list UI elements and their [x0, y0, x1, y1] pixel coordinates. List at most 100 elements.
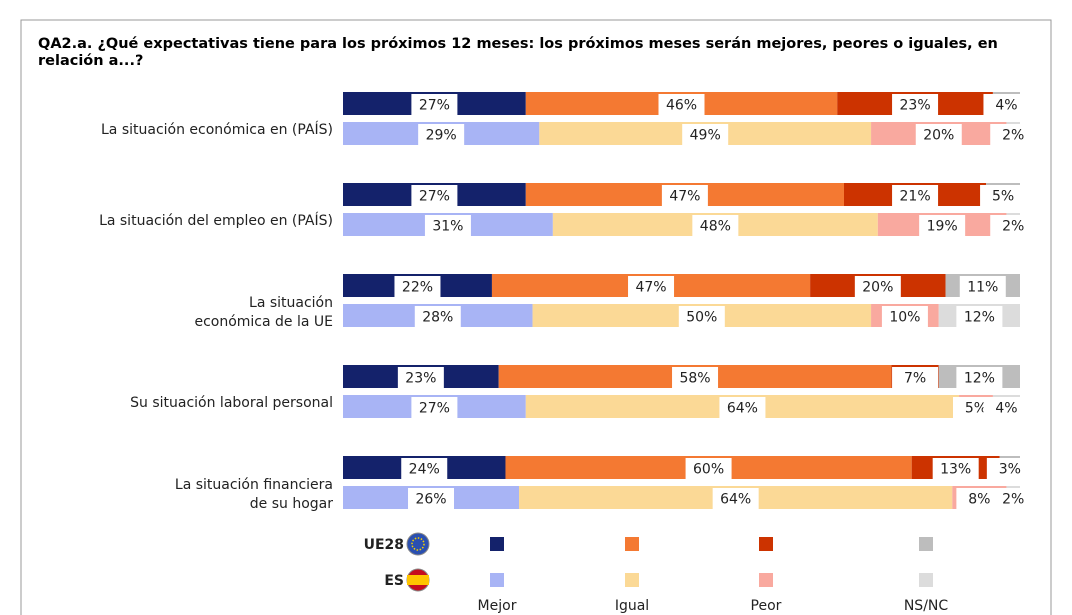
value-label: 11%	[967, 280, 998, 296]
value-label: 3%	[999, 462, 1021, 478]
label-box	[712, 488, 759, 509]
label-box	[408, 488, 455, 509]
label-box	[411, 185, 458, 206]
label-box	[892, 367, 939, 388]
value-label: 26%	[415, 492, 446, 508]
value-label: 2%	[1002, 128, 1024, 144]
category-label: La situación económica en (PAÍS)	[101, 121, 333, 138]
label-box	[932, 458, 979, 479]
label-box	[678, 306, 725, 327]
value-label: 27%	[419, 98, 450, 114]
label-box	[418, 124, 465, 145]
label-box	[401, 458, 448, 479]
label-box	[983, 397, 1030, 418]
value-label: 64%	[720, 492, 751, 508]
label-box	[661, 185, 708, 206]
value-label: 2%	[1002, 492, 1024, 508]
value-label: 19%	[927, 219, 958, 235]
label-box	[959, 276, 1006, 297]
legend-group: UE28	[364, 537, 404, 553]
value-label: 28%	[422, 310, 453, 326]
value-label: 47%	[635, 280, 666, 296]
label-box	[956, 367, 1003, 388]
label-box	[682, 124, 729, 145]
label-box	[915, 124, 962, 145]
flag-es	[406, 568, 430, 592]
value-label: 23%	[900, 98, 931, 114]
value-label: 23%	[405, 371, 436, 387]
value-label: 60%	[693, 462, 724, 478]
value-label: 49%	[690, 128, 721, 144]
label-box	[672, 367, 719, 388]
chart-title: QA2.a. ¿Qué expectativas tiene para los …	[38, 36, 998, 69]
value-label: 29%	[426, 128, 457, 144]
value-label: 48%	[700, 219, 731, 235]
value-label: 22%	[402, 280, 433, 296]
value-label: 12%	[964, 371, 995, 387]
value-label: 5%	[992, 189, 1014, 205]
label-box	[983, 94, 1030, 115]
value-label: 20%	[923, 128, 954, 144]
label-box	[685, 458, 732, 479]
label-box	[411, 94, 458, 115]
category-label: La situación financiera	[175, 477, 333, 493]
label-box	[658, 94, 705, 115]
label-box	[892, 185, 939, 206]
legend-swatch	[759, 537, 773, 551]
legend-swatch	[919, 573, 933, 587]
value-label: 58%	[679, 371, 710, 387]
label-box	[881, 306, 928, 327]
flag-eu	[406, 532, 430, 556]
category-label: La situación	[249, 295, 333, 311]
label-box	[692, 215, 739, 236]
value-label: 21%	[900, 189, 931, 205]
legend-swatch	[625, 537, 639, 551]
legend-label: NS/NC	[904, 598, 949, 614]
legend-swatch	[759, 573, 773, 587]
value-label: 20%	[862, 280, 893, 296]
legend-label: Igual	[615, 598, 649, 614]
frame	[20, 19, 1052, 615]
category-label: La situación del empleo en (PAÍS)	[99, 212, 333, 229]
value-label: 24%	[409, 462, 440, 478]
label-box	[628, 276, 675, 297]
value-label: 4%	[995, 98, 1017, 114]
value-label: 13%	[940, 462, 971, 478]
value-label: 12%	[964, 310, 995, 326]
category-label: económica de la UE	[194, 314, 333, 330]
value-label: 8%	[968, 492, 990, 508]
value-label: 64%	[727, 401, 758, 417]
label-box	[411, 397, 458, 418]
category-label: de su hogar	[250, 496, 333, 512]
value-label: 5%	[965, 401, 987, 417]
value-label: 10%	[889, 310, 920, 326]
legend-label: Peor	[751, 598, 782, 614]
legend-swatch	[490, 537, 504, 551]
legend-label: Mejor	[478, 598, 517, 614]
value-label: 4%	[995, 401, 1017, 417]
label-box	[956, 306, 1003, 327]
label-box	[719, 397, 766, 418]
label-box	[854, 276, 901, 297]
value-label: 46%	[666, 98, 697, 114]
value-label: 2%	[1002, 219, 1024, 235]
legend-group: ES	[384, 573, 404, 589]
label-box	[986, 458, 1033, 479]
label-box	[919, 215, 966, 236]
label-box	[990, 124, 1037, 145]
value-label: 7%	[904, 371, 926, 387]
value-label: 47%	[669, 189, 700, 205]
label-box	[990, 488, 1037, 509]
legend-swatch	[625, 573, 639, 587]
label-box	[990, 215, 1037, 236]
label-box	[424, 215, 471, 236]
value-label: 27%	[419, 189, 450, 205]
label-box	[394, 276, 441, 297]
value-label: 27%	[419, 401, 450, 417]
label-box	[980, 185, 1027, 206]
label-box	[414, 306, 461, 327]
category-label: Su situación laboral personal	[130, 395, 333, 411]
label-box	[397, 367, 444, 388]
